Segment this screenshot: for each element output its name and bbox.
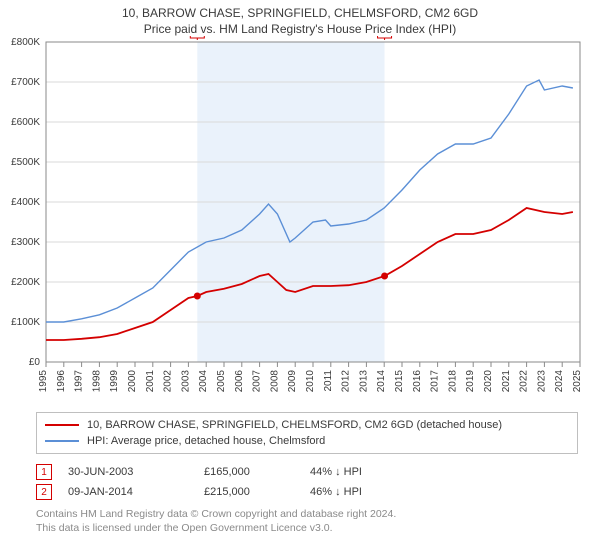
legend-row: HPI: Average price, detached house, Chel… xyxy=(45,433,569,449)
x-tick-label: 2011 xyxy=(323,370,334,392)
legend-label: 10, BARROW CHASE, SPRINGFIELD, CHELMSFOR… xyxy=(87,419,502,431)
y-tick-label: £400K xyxy=(11,197,40,208)
x-tick-label: 2019 xyxy=(465,370,476,393)
chart-titles: 10, BARROW CHASE, SPRINGFIELD, CHELMSFOR… xyxy=(0,0,600,36)
footnote: Contains HM Land Registry data © Crown c… xyxy=(36,508,578,535)
legend-swatch xyxy=(45,424,79,426)
transactions-table: 1 30-JUN-2003 £165,000 44% ↓ HPI 2 09-JAN-201… xyxy=(36,462,578,502)
x-tick-label: 2009 xyxy=(287,370,298,393)
line-chart: £0 £100K £200K £300K £400K £500K £600K £700K £80… xyxy=(0,36,600,406)
transaction-row: 1 30-JUN-2003 £165,000 44% ↓ HPI xyxy=(36,462,578,482)
y-tick-label: £700K xyxy=(11,77,40,88)
x-tick-label: 2010 xyxy=(305,370,316,393)
marker-dot xyxy=(194,293,201,300)
x-tick-label: 1998 xyxy=(91,370,102,393)
chart-area: £0 £100K £200K £300K £400K £500K £600K £700K £80… xyxy=(0,36,600,406)
transaction-pct: 46% ↓ HPI xyxy=(310,486,430,498)
x-tick-label: 2015 xyxy=(394,370,405,393)
transaction-date: 30-JUN-2003 xyxy=(68,466,188,478)
x-tick-label: 2007 xyxy=(252,370,263,393)
transaction-price: £165,000 xyxy=(204,466,294,478)
x-tick-label: 2005 xyxy=(216,370,227,393)
x-tick-label: 2004 xyxy=(198,370,209,393)
x-tick-label: 1997 xyxy=(74,370,85,393)
footnote-line1: Contains HM Land Registry data © Crown c… xyxy=(36,508,578,522)
x-tick-label: 2022 xyxy=(519,370,530,393)
x-tick-label: 2000 xyxy=(127,370,138,393)
x-tick-label: 2013 xyxy=(358,370,369,393)
x-tick-label: 2020 xyxy=(483,370,494,393)
legend: 10, BARROW CHASE, SPRINGFIELD, CHELMSFOR… xyxy=(36,412,578,454)
x-tick-label: 2024 xyxy=(554,370,565,393)
title-subtitle: Price paid vs. HM Land Registry's House … xyxy=(0,22,600,36)
x-tick-label: 2002 xyxy=(163,370,174,393)
transaction-date: 09-JAN-2014 xyxy=(68,486,188,498)
x-tick-label: 2018 xyxy=(447,370,458,393)
transaction-marker: 2 xyxy=(36,484,52,500)
x-tick-label: 2003 xyxy=(180,370,191,393)
y-tick-label: £200K xyxy=(11,277,40,288)
legend-label: HPI: Average price, detached house, Chel… xyxy=(87,435,325,447)
marker-dot xyxy=(381,273,388,280)
x-tick-label: 2012 xyxy=(341,370,352,393)
y-tick-label: £100K xyxy=(11,317,40,328)
legend-swatch xyxy=(45,440,79,442)
transaction-pct: 44% ↓ HPI xyxy=(310,466,430,478)
x-tick-label: 2001 xyxy=(145,370,156,393)
x-tick-label: 2023 xyxy=(536,370,547,393)
x-tick-label: 2014 xyxy=(376,370,387,393)
y-tick-label: £500K xyxy=(11,157,40,168)
x-tick-label: 1995 xyxy=(38,370,49,393)
title-address: 10, BARROW CHASE, SPRINGFIELD, CHELMSFOR… xyxy=(0,6,600,20)
marker-number: 2 xyxy=(382,36,388,38)
x-tick-label: 2025 xyxy=(572,370,583,393)
legend-row: 10, BARROW CHASE, SPRINGFIELD, CHELMSFOR… xyxy=(45,417,569,433)
x-tick-label: 2008 xyxy=(269,370,280,393)
x-tick-label: 2021 xyxy=(501,370,512,393)
y-tick-label: £0 xyxy=(29,357,41,368)
transaction-marker: 1 xyxy=(36,464,52,480)
transaction-row: 2 09-JAN-2014 £215,000 46% ↓ HPI xyxy=(36,482,578,502)
x-tick-label: 2016 xyxy=(412,370,423,393)
y-tick-label: £600K xyxy=(11,117,40,128)
y-tick-label: £300K xyxy=(11,237,40,248)
transaction-price: £215,000 xyxy=(204,486,294,498)
x-tick-label: 1996 xyxy=(56,370,67,393)
footnote-line2: This data is licensed under the Open Gov… xyxy=(36,522,578,536)
marker-number: 1 xyxy=(195,36,201,38)
x-tick-label: 2017 xyxy=(430,370,441,393)
y-tick-label: £800K xyxy=(11,37,40,48)
x-tick-label: 2006 xyxy=(234,370,245,393)
x-tick-label: 1999 xyxy=(109,370,120,393)
